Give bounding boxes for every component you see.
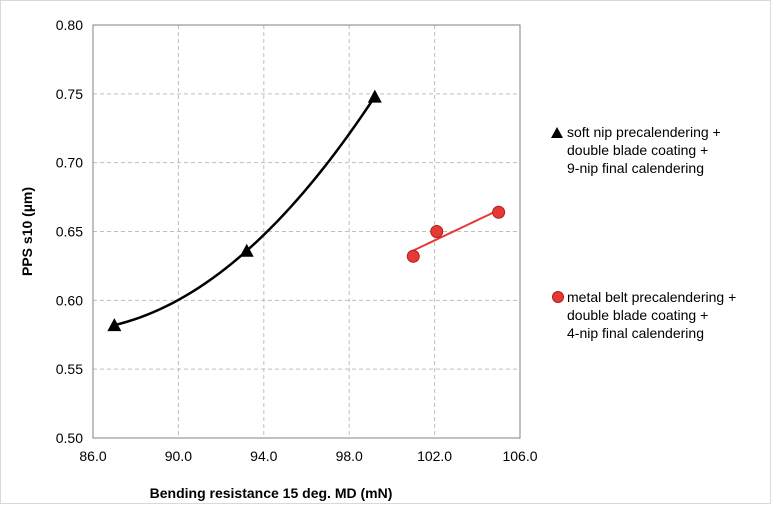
y-tick-label: 0.65 <box>56 224 83 240</box>
y-tick-label: 0.50 <box>56 430 83 446</box>
legend-entry-line: 4-nip final calendering <box>567 325 704 341</box>
y-tick-label: 0.55 <box>56 361 83 377</box>
legend-circle-icon <box>552 291 564 303</box>
x-axis-title: Bending resistance 15 deg. MD (mN) <box>150 485 393 501</box>
x-tick-label: 86.0 <box>79 448 106 464</box>
series-1-trendline <box>114 95 376 327</box>
tick-labels: 86.0 90.0 94.0 98.0 102.0 106.0 0.50 0.55 0.60 0.… <box>56 17 538 464</box>
circle-marker <box>492 205 506 219</box>
gridlines <box>93 25 520 438</box>
y-tick-label: 0.75 <box>56 86 83 102</box>
plot-area <box>92 24 521 439</box>
y-tick-label: 0.60 <box>56 292 83 308</box>
y-tick-label: 0.80 <box>56 17 83 33</box>
series-2-trendline <box>412 209 500 252</box>
triangle-marker <box>239 243 254 257</box>
triangle-marker <box>107 318 122 332</box>
x-tick-label: 102.0 <box>417 448 452 464</box>
triangle-marker <box>367 89 382 103</box>
x-tick-label: 106.0 <box>502 448 537 464</box>
x-tick-label: 94.0 <box>250 448 277 464</box>
legend-entry-line: double blade coating + <box>567 307 708 323</box>
y-tick-label: 0.70 <box>56 155 83 171</box>
legend-entry-line: soft nip precalendering + <box>567 124 721 140</box>
y-axis-title: PPS s10 (µm) <box>19 187 35 276</box>
legend-entry-line: 9-nip final calendering <box>567 160 704 176</box>
legend-triangle-icon <box>551 127 563 138</box>
legend: soft nip precalendering + double blade co… <box>551 124 736 341</box>
legend-entry-line: metal belt precalendering + <box>567 289 736 305</box>
legend-entry-line: double blade coating + <box>567 142 708 158</box>
series <box>107 89 506 332</box>
x-tick-label: 90.0 <box>165 448 192 464</box>
x-tick-label: 98.0 <box>336 448 363 464</box>
circle-marker <box>430 225 444 238</box>
circle-marker <box>406 249 420 263</box>
